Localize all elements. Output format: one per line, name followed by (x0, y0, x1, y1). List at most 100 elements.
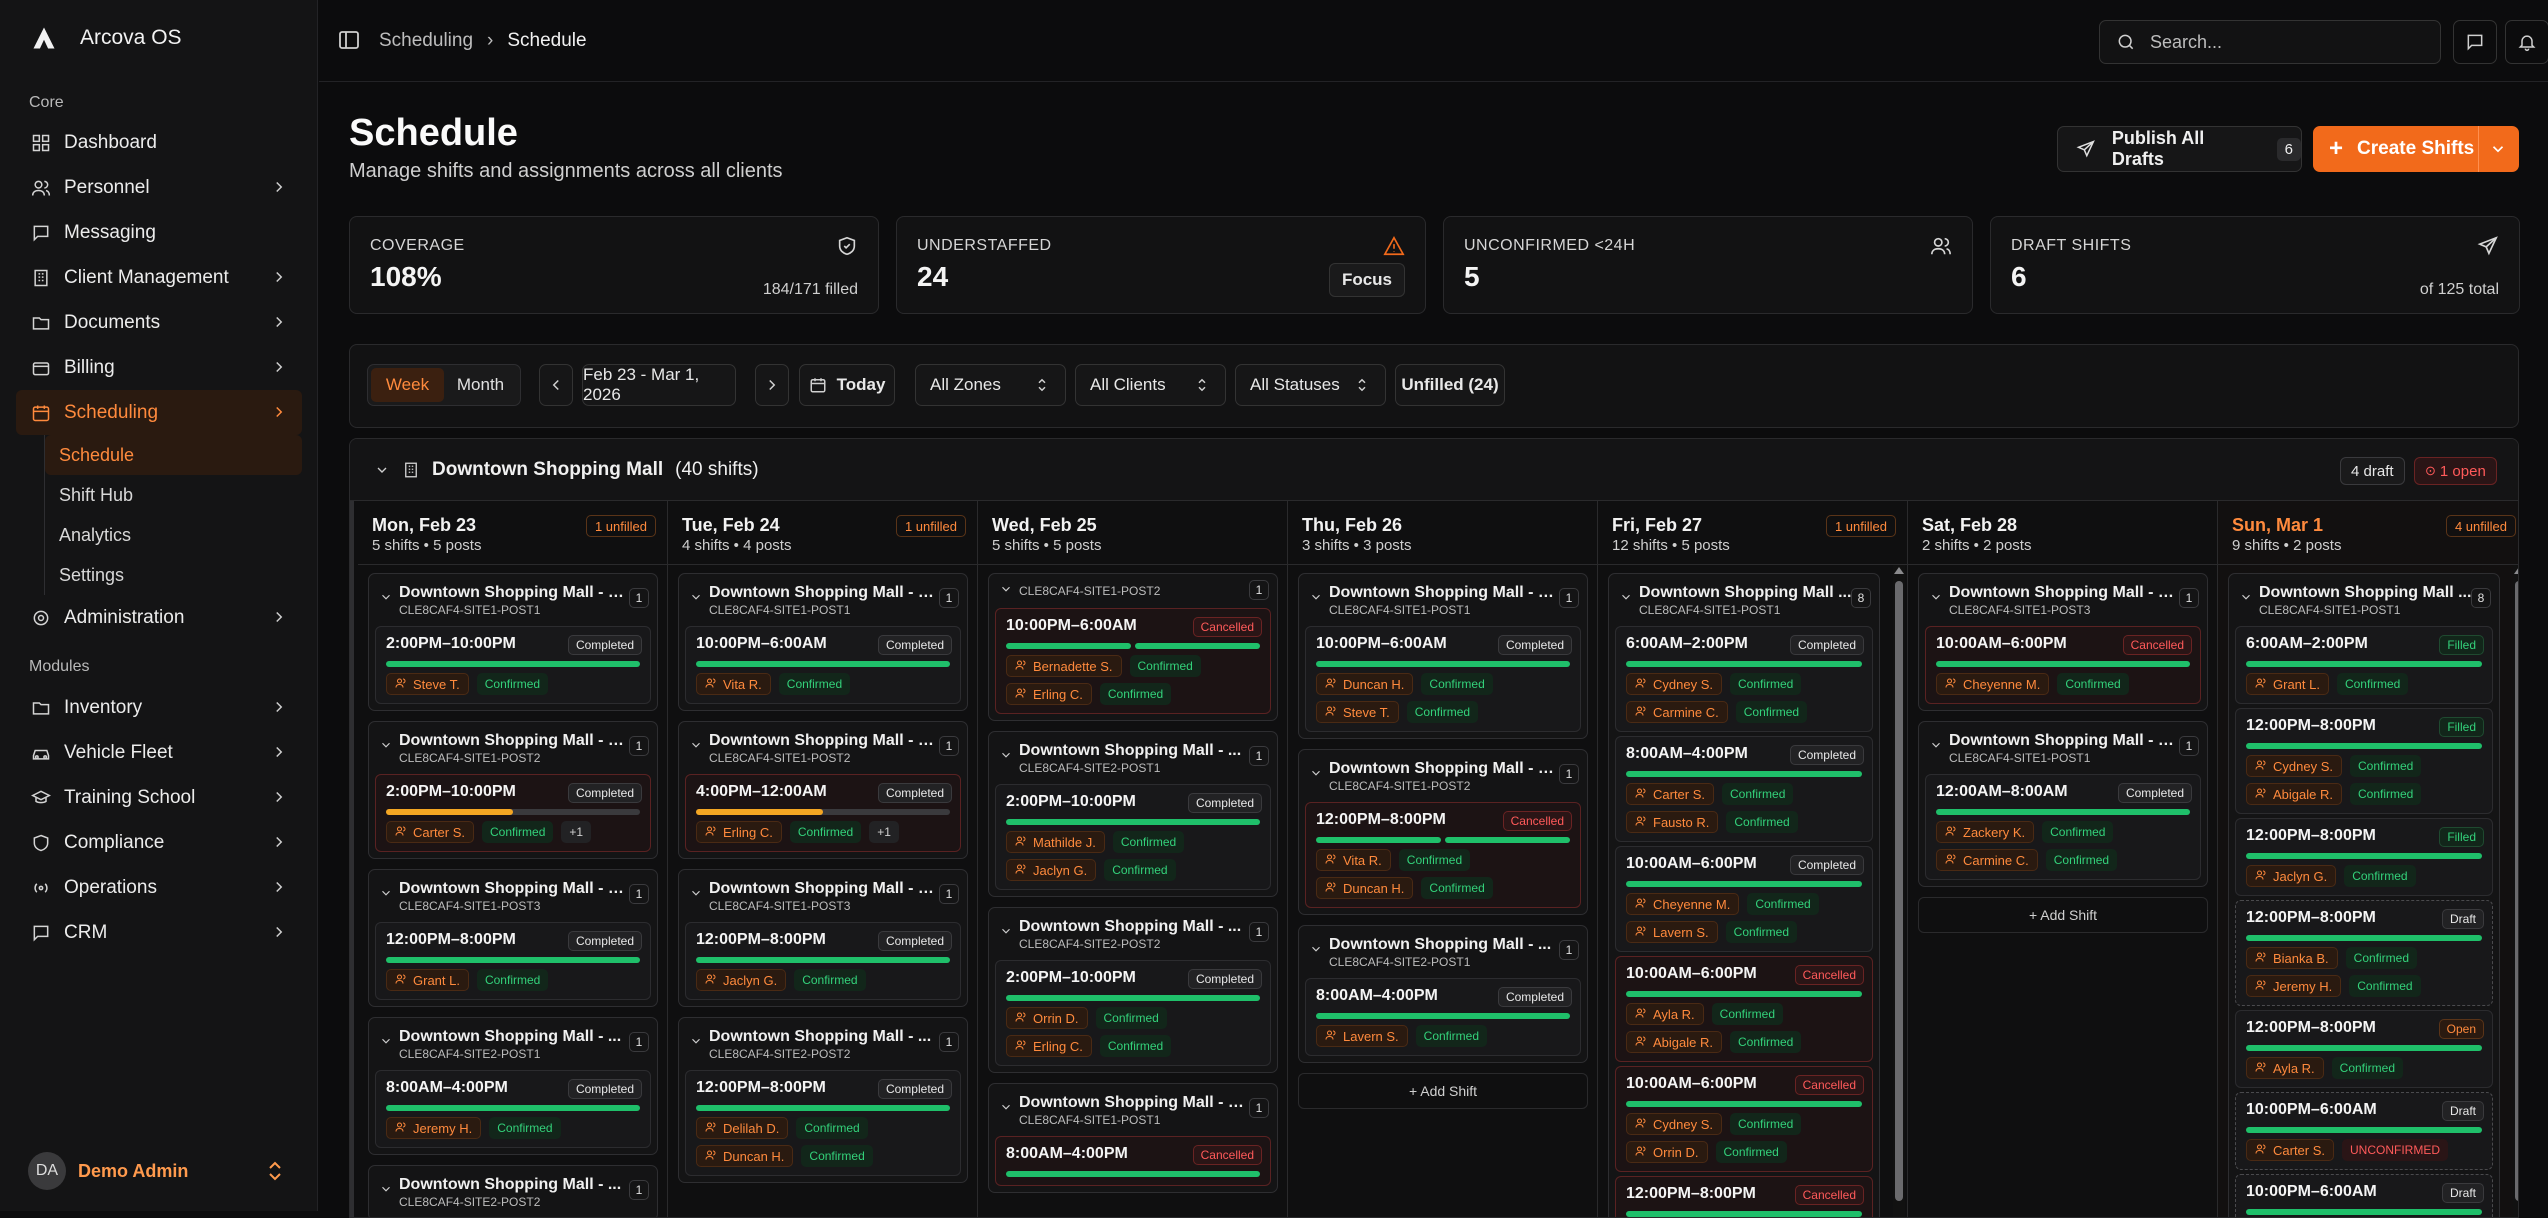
chevron-down-icon[interactable] (379, 1034, 393, 1048)
shift-card[interactable]: 10:00AM–6:00PM Cancelled Cydney S. Confi… (1615, 1066, 1873, 1172)
messages-button[interactable] (2453, 20, 2497, 64)
chevron-down-icon[interactable] (1929, 738, 1943, 752)
post-header[interactable]: Downtown Shopping Mall - D... CLE8CAF4-S… (375, 580, 651, 622)
sidebar-item-compliance[interactable]: Compliance (16, 820, 302, 865)
post-header[interactable]: Downtown Shopping Mall - ... CLE8CAF4-SI… (375, 1172, 651, 1214)
assignee-pill[interactable]: Lavern S. (1626, 921, 1718, 943)
assignee-pill[interactable]: Fausto R. (1626, 811, 1719, 833)
post-header[interactable]: Downtown Shopping Mall - D... CLE8CAF4-S… (375, 876, 651, 918)
scrollbar-thumb[interactable] (2515, 581, 2518, 1201)
assignee-pill[interactable]: Cheyenne M. (1626, 893, 1740, 915)
shift-card[interactable]: 10:00PM–6:00AM Draft Carter S. UNCONFIRM… (2235, 1092, 2493, 1170)
assignee-pill[interactable]: Ayla R. (1626, 1003, 1704, 1025)
assignee-pill[interactable]: Carmine C. (1626, 701, 1728, 723)
view-month-button[interactable]: Month (456, 375, 505, 394)
shift-card[interactable]: 12:00PM–8:00PM Cancelled (1615, 1176, 1873, 1217)
shift-card[interactable]: 2:00PM–10:00PM Completed Steve T. Confir… (375, 626, 651, 704)
scrollbar-thumb[interactable] (1895, 581, 1903, 1201)
chevron-down-icon[interactable] (999, 1100, 1013, 1114)
assignee-pill[interactable]: Jaclyn G. (1006, 859, 1097, 881)
sidebar-item-messaging[interactable]: Messaging (16, 210, 302, 255)
assignee-pill[interactable]: Jeremy H. (2246, 975, 2342, 997)
user-menu[interactable]: DA Demo Admin (28, 1152, 188, 1190)
post-header[interactable]: Downtown Shopping Mall - ... CLE8CAF4-SI… (995, 738, 1271, 780)
shift-card[interactable]: 2:00PM–10:00PM Completed Mathilde J. Con… (995, 784, 1271, 890)
assignee-pill[interactable]: Jaclyn G. (696, 969, 787, 991)
shift-card[interactable]: 4:00PM–12:00AM Completed Erling C. Confi… (685, 774, 961, 852)
shift-card[interactable]: 2:00PM–10:00PM Completed Orrin D. Confir… (995, 960, 1271, 1066)
assignee-pill[interactable]: Bianka B. (2246, 947, 2338, 969)
statuses-select[interactable]: All Statuses (1235, 364, 1386, 406)
add-shift-button[interactable]: + Add Shift (1918, 897, 2208, 933)
date-range-display[interactable]: Feb 23 - Mar 1, 2026 (582, 364, 736, 406)
shift-card[interactable]: 10:00AM–6:00PM Cancelled Ayla R. Confirm… (1615, 956, 1873, 1062)
shift-card[interactable]: 10:00PM–6:00AM Draft (2235, 1174, 2493, 1217)
chevron-down-icon[interactable] (379, 886, 393, 900)
sidebar-item-crm[interactable]: CRM (16, 910, 302, 955)
unfilled-filter-button[interactable]: Unfilled (24) (1395, 364, 1505, 406)
assignee-pill[interactable]: Orrin D. (1626, 1141, 1708, 1163)
sidebar-item-scheduling[interactable]: Scheduling (16, 390, 302, 435)
sidebar-item-dashboard[interactable]: Dashboard (16, 120, 302, 165)
assignee-pill[interactable]: Steve T. (1316, 701, 1399, 723)
assignee-pill[interactable]: Jaclyn G. (2246, 865, 2337, 887)
post-header[interactable]: Downtown Shopping Mall - D... CLE8CAF4-S… (375, 728, 651, 770)
add-shift-button[interactable]: + Add Shift (1298, 1073, 1588, 1109)
post-header[interactable]: CLE8CAF4-SITE1-POST2 1 (995, 580, 1271, 604)
post-header[interactable]: Downtown Shopping Mall - D... CLE8CAF4-S… (685, 580, 961, 622)
post-header[interactable]: Downtown Shopping Mall - D... CLE8CAF4-S… (995, 1090, 1271, 1132)
chevrons-up-down-icon[interactable] (266, 1160, 284, 1182)
chevron-down-icon[interactable] (1309, 942, 1323, 956)
chevron-down-icon[interactable] (999, 748, 1013, 762)
sidebar-item-training-school[interactable]: Training School (16, 775, 302, 820)
sidebar-item-personnel[interactable]: Personnel (16, 165, 302, 210)
assignee-pill[interactable]: Erling C. (1006, 1035, 1092, 1057)
assignee-pill[interactable]: Vita R. (1316, 849, 1391, 871)
assignee-pill[interactable]: Mathilde J. (1006, 831, 1105, 853)
assignee-pill[interactable]: Erling C. (696, 821, 782, 843)
create-shifts-button[interactable]: + Create Shifts (2313, 126, 2519, 172)
assignee-pill[interactable]: Cydney S. (1626, 673, 1722, 695)
assignee-pill[interactable]: Ayla R. (2246, 1057, 2324, 1079)
sidebar-item-vehicle-fleet[interactable]: Vehicle Fleet (16, 730, 302, 775)
shift-card[interactable]: 12:00PM–8:00PM Draft Bianka B. Confirmed… (2235, 900, 2493, 1006)
chevron-down-icon[interactable] (1929, 590, 1943, 604)
chevron-down-icon[interactable] (1619, 590, 1633, 604)
breadcrumb-scheduling[interactable]: Scheduling (379, 30, 474, 51)
assignee-pill[interactable]: Grant L. (2246, 673, 2329, 695)
chevron-down-icon[interactable] (374, 462, 390, 478)
shift-card[interactable]: 8:00AM–4:00PM Completed Carter S. Confir… (1615, 736, 1873, 842)
assignee-pill[interactable]: Vita R. (696, 673, 771, 695)
sidebar-subitem-settings[interactable]: Settings (59, 564, 125, 585)
assignee-pill[interactable]: Bernadette S. (1006, 655, 1122, 677)
sidebar-item-client-management[interactable]: Client Management (16, 255, 302, 300)
shift-card[interactable]: 10:00AM–6:00PM Cancelled Cheyenne M. Con… (1925, 626, 2201, 704)
assignee-pill[interactable]: Delilah D. (696, 1117, 789, 1139)
assignee-pill[interactable]: Steve T. (386, 673, 469, 695)
search-input[interactable]: Search... (2099, 20, 2441, 64)
sidebar-subitem-schedule[interactable]: Schedule (45, 435, 302, 475)
post-header[interactable]: Downtown Shopping Mall - D... CLE8CAF4-S… (1305, 756, 1581, 798)
shift-card[interactable]: 12:00PM–8:00PM Open Ayla R. Confirmed (2235, 1010, 2493, 1088)
shift-card[interactable]: 8:00AM–4:00PM Completed Jeremy H. Confir… (375, 1070, 651, 1148)
assignee-pill[interactable]: Duncan H. (1316, 673, 1414, 695)
sidebar-subitem-analytics[interactable]: Analytics (59, 524, 132, 545)
sidebar-subitem-shift-hub[interactable]: Shift Hub (59, 484, 134, 505)
sidebar-item-administration[interactable]: Administration (16, 595, 302, 640)
shift-card[interactable]: 12:00PM–8:00PM Filled Jaclyn G. Confirme… (2235, 818, 2493, 896)
chevron-down-icon[interactable] (689, 886, 703, 900)
sidebar-item-billing[interactable]: Billing (16, 345, 302, 390)
chevron-down-icon[interactable] (689, 590, 703, 604)
assignee-pill[interactable]: Cydney S. (2246, 755, 2342, 777)
shift-card[interactable]: 12:00PM–8:00PM Completed Jaclyn G. Confi… (685, 922, 961, 1000)
notifications-button[interactable] (2505, 20, 2548, 64)
chevron-down-icon[interactable] (379, 590, 393, 604)
shift-card[interactable]: 12:00AM–8:00AM Completed Zackery K. Conf… (1925, 774, 2201, 880)
shift-card[interactable]: 2:00PM–10:00PM Completed Carter S. Confi… (375, 774, 651, 852)
publish-all-drafts-button[interactable]: Publish All Drafts 6 (2057, 126, 2302, 172)
scrollbar[interactable] (2513, 565, 2518, 1217)
zones-select[interactable]: All Zones (915, 364, 1066, 406)
sidebar-item-operations[interactable]: Operations (16, 865, 302, 910)
chevron-down-icon[interactable] (379, 1182, 393, 1196)
assignee-pill[interactable]: Abigale R. (2246, 783, 2342, 805)
